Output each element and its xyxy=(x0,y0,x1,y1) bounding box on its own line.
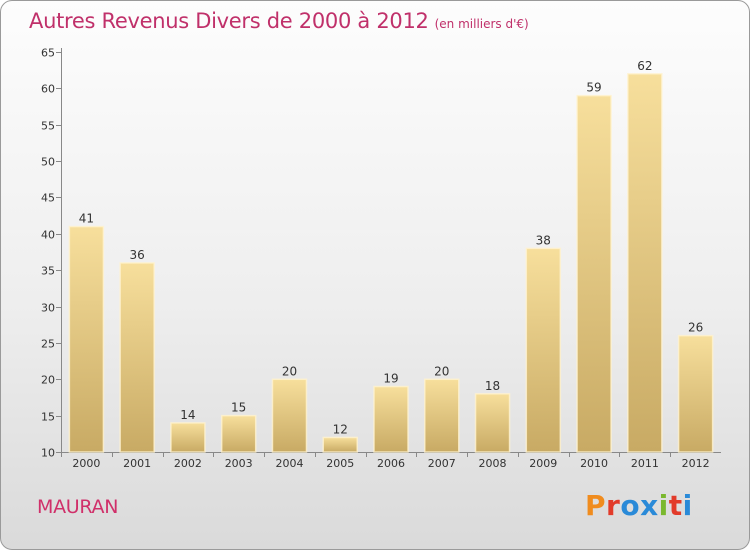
data-label-2009: 38 xyxy=(536,233,551,247)
logo-letter: r xyxy=(606,489,621,522)
data-label-2007: 20 xyxy=(434,364,449,378)
bar-outline-2010 xyxy=(576,94,612,453)
x-tick-label: 2000 xyxy=(72,457,100,470)
bar-2003 xyxy=(221,415,256,452)
data-label-2000: 41 xyxy=(79,212,94,226)
logo-letter: t xyxy=(668,489,683,522)
bar-2001 xyxy=(120,262,155,452)
y-tick-label: 55 xyxy=(41,120,55,133)
bar-2008 xyxy=(475,393,510,452)
x-tick-label: 2007 xyxy=(428,457,456,470)
x-tick-label: 2011 xyxy=(631,457,659,470)
bar-outline-2000 xyxy=(68,225,105,453)
bar-outline-2005 xyxy=(322,436,358,453)
bar-2010 xyxy=(577,95,612,453)
y-tick-label: 50 xyxy=(41,156,55,169)
x-tick-label: 2005 xyxy=(326,457,354,470)
bar-outline-2006 xyxy=(373,385,409,453)
y-tick-label: 15 xyxy=(41,411,55,424)
x-tick-label: 2001 xyxy=(123,457,151,470)
bar-2002 xyxy=(170,422,205,452)
chart-title-text: Autres Revenus Divers de 2000 à 2012 xyxy=(29,9,429,33)
chart-axes: 10 15 20 25 30 35 40 45 50 55 60 65 2000 2001 2002 2003… xyxy=(41,47,721,470)
y-tick-label: 65 xyxy=(41,47,55,60)
logo-letter: i xyxy=(682,489,693,522)
x-tick-label: 2008 xyxy=(479,457,507,470)
bar-outline-2009 xyxy=(525,247,562,453)
bar-2009 xyxy=(526,248,561,452)
bar-2006 xyxy=(374,386,408,452)
y-tick-label: 35 xyxy=(41,265,55,278)
data-label-2011: 62 xyxy=(637,59,652,73)
y-tick-label: 30 xyxy=(41,302,55,315)
data-label-2012: 26 xyxy=(688,321,703,335)
x-tick-label: 2009 xyxy=(529,457,557,470)
bar-outline-2003 xyxy=(220,414,257,453)
logo-letter: i xyxy=(658,489,669,522)
y-tick-label: 25 xyxy=(41,338,55,351)
data-label-2006: 19 xyxy=(383,372,398,386)
proxiti-logo[interactable]: Proxiti xyxy=(585,489,693,522)
data-label-2010: 59 xyxy=(586,81,601,95)
y-tick-label: 10 xyxy=(41,447,55,460)
data-label-2005: 12 xyxy=(333,422,348,436)
commune-name: MAURAN xyxy=(37,496,119,518)
data-label-2001: 36 xyxy=(130,248,145,262)
y-tick-label: 40 xyxy=(41,229,55,242)
chart-title: Autres Revenus Divers de 2000 à 2012 (en … xyxy=(29,9,529,33)
y-tick-label: 20 xyxy=(41,374,55,387)
x-tick-label: 2003 xyxy=(225,457,253,470)
x-tick-label: 2004 xyxy=(275,457,303,470)
data-label-2004: 20 xyxy=(282,364,297,378)
bar-outline-2007 xyxy=(424,378,460,453)
bar-outline-2008 xyxy=(474,393,511,453)
y-tick-label: 45 xyxy=(41,192,55,205)
logo-letter: o xyxy=(620,489,641,522)
bar-outline-2004 xyxy=(271,378,308,453)
bar-2000 xyxy=(69,226,104,452)
bar-2011 xyxy=(627,73,662,453)
x-tick-label: 2010 xyxy=(580,457,608,470)
x-tick-label: 2002 xyxy=(174,457,202,470)
bar-2007 xyxy=(424,379,459,452)
x-tick-label: 2006 xyxy=(377,457,405,470)
y-tick-label: 60 xyxy=(41,83,55,96)
bar-outline-2012 xyxy=(677,334,714,453)
chart-unit-label: (en milliers d'€) xyxy=(434,17,529,31)
bar-outline-2002 xyxy=(170,422,206,453)
bar-2012 xyxy=(678,335,713,452)
logo-letter: P xyxy=(585,489,607,522)
bar-outline-2001 xyxy=(119,262,155,453)
data-label-2008: 18 xyxy=(485,379,500,393)
x-tick-label: 2012 xyxy=(682,457,710,470)
bar-2005 xyxy=(323,437,358,452)
data-label-2003: 15 xyxy=(231,401,246,415)
bar-outline-2011 xyxy=(627,73,663,453)
bar-2004 xyxy=(272,379,307,452)
chart-bars xyxy=(68,73,714,453)
chart-data-labels: 41 36 14 15 20 12 19 20 18 38 59 62 26 xyxy=(79,59,704,437)
logo-letter: x xyxy=(640,489,659,522)
data-label-2002: 14 xyxy=(180,408,195,422)
